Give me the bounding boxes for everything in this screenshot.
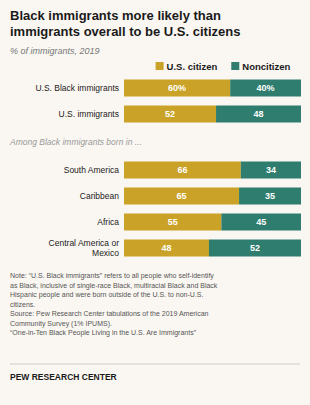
section-label: Among Black immigrants born in ... xyxy=(9,137,142,147)
text-line: Note: “U.S. Black immigrants” refers to … xyxy=(10,272,214,280)
bar xyxy=(124,214,221,231)
bar xyxy=(241,162,301,179)
text-line: citizens. xyxy=(10,301,35,308)
legend-swatch xyxy=(156,62,164,70)
data-label: 66 xyxy=(177,165,187,175)
data-label: 52 xyxy=(250,243,260,253)
data-label: 48 xyxy=(254,109,264,119)
title: Black immigrants more likely thanimmigra… xyxy=(10,8,240,39)
category-label: U.S. immigrants xyxy=(59,109,119,119)
bar xyxy=(124,240,209,257)
bar xyxy=(124,162,241,179)
bar xyxy=(216,106,301,123)
bar xyxy=(230,80,301,97)
data-label: 34 xyxy=(266,165,276,175)
legend-swatch xyxy=(231,62,239,70)
data-label: 35 xyxy=(265,191,275,201)
bars xyxy=(124,80,301,257)
bar xyxy=(209,240,301,257)
text-line: Caribbean xyxy=(80,191,119,201)
note: Note: “U.S. Black immigrants” refers to … xyxy=(10,272,218,337)
category-label: South America xyxy=(64,165,120,175)
chart: Black immigrants more likely thanimmigra… xyxy=(0,0,310,405)
category-label: U.S. Black immigrants xyxy=(35,83,119,93)
legend-label: U.S. citizen xyxy=(167,61,218,72)
text-line: Black immigrants more likely than xyxy=(10,8,221,23)
text-line: Africa xyxy=(97,217,119,227)
background xyxy=(0,0,310,405)
source-label: PEW RESEARCH CENTER xyxy=(10,372,117,382)
category-label: Africa xyxy=(97,217,119,227)
data-label: 52 xyxy=(165,109,175,119)
text-line: Mexico xyxy=(92,248,119,258)
data-label: 65 xyxy=(177,191,187,201)
bar xyxy=(239,188,301,205)
text-line: Source: Pew Research Center tabulations … xyxy=(10,310,209,317)
text-line: “One-in-Ten Black People Living in the U… xyxy=(10,329,197,337)
subtitle: % of immigrants, 2019 xyxy=(10,46,100,56)
text-line: immigrants overall to be U.S. citizens xyxy=(10,24,240,39)
text-line: Hispanic people and were born outside of… xyxy=(10,291,203,299)
data-label: 55 xyxy=(168,217,178,227)
data-label: 40% xyxy=(257,83,275,93)
legend-item: Noncitizen xyxy=(231,61,290,72)
text-line: Community Survey (1% IPUMS). xyxy=(10,320,112,328)
data-label: 60% xyxy=(168,83,186,93)
separator xyxy=(10,364,300,365)
category-label: Caribbean xyxy=(80,191,119,201)
text-line: South America xyxy=(64,165,120,175)
bar xyxy=(124,188,239,205)
text-line: Central America or xyxy=(49,238,120,248)
labels: 60% 40% U.S. Black immigrants 52 48 U.S. immi… xyxy=(35,83,276,258)
text-line: U.S. immigrants xyxy=(59,109,119,119)
bar xyxy=(124,106,216,123)
data-label: 45 xyxy=(256,217,266,227)
legend-item: U.S. citizen xyxy=(156,61,218,72)
bar xyxy=(221,214,301,231)
data-label: 48 xyxy=(161,243,171,253)
text-line: as Black, inclusive of single-race Black… xyxy=(10,282,218,290)
bar xyxy=(124,80,230,97)
category-label: Central America orMexico xyxy=(49,238,120,258)
text-line: U.S. Black immigrants xyxy=(35,83,119,93)
legend-label: Noncitizen xyxy=(242,61,290,72)
